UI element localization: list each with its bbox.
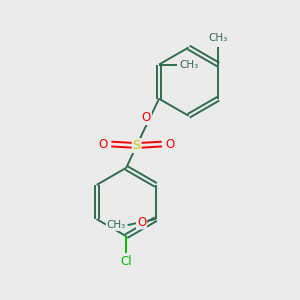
Text: O: O <box>137 216 146 229</box>
Text: CH₃: CH₃ <box>208 33 228 43</box>
Text: O: O <box>166 138 175 151</box>
Text: S: S <box>133 139 141 152</box>
Text: Cl: Cl <box>120 255 132 268</box>
Text: CH₃: CH₃ <box>179 59 198 70</box>
Text: CH₃: CH₃ <box>107 220 126 230</box>
Text: O: O <box>98 138 108 151</box>
Text: O: O <box>142 111 151 124</box>
